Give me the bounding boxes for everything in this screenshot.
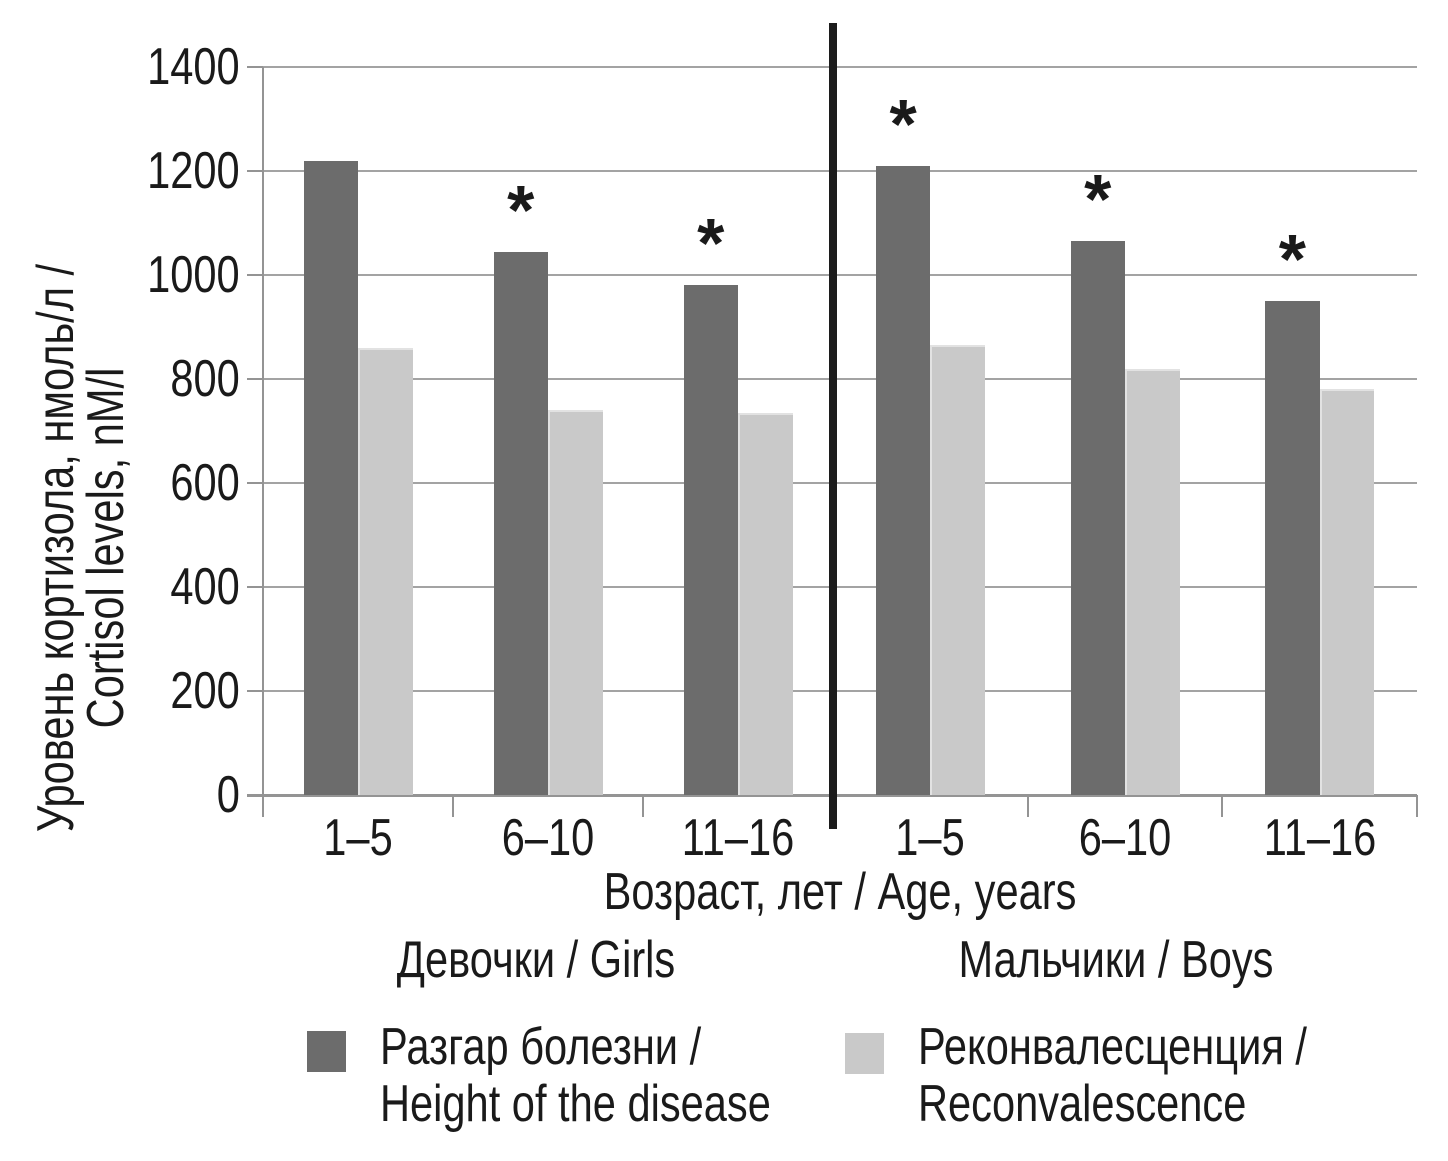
bar-boys-6-10-reconvalescence bbox=[1125, 368, 1180, 795]
significance-asterisk-boys-6-10: * bbox=[1084, 160, 1112, 239]
y-tick-label-1400-text: 1400 bbox=[147, 38, 240, 96]
significance-asterisk-boys-11-16: * bbox=[1278, 220, 1307, 298]
x-axis-tick-5 bbox=[1221, 795, 1224, 817]
y-axis-tick-1000 bbox=[247, 274, 263, 276]
x-axis-title-text: Возраст, лет / Age, years bbox=[603, 863, 1077, 921]
y-tick-label-800-text: 800 bbox=[170, 350, 240, 408]
y-tick-label-600-text: 600 bbox=[170, 454, 240, 512]
x-axis-tick-4 bbox=[1026, 795, 1029, 817]
y-tick-label-1000: 1000 bbox=[124, 247, 240, 303]
group-label-girls-text: Девочки / Girls bbox=[396, 931, 676, 989]
x-tick-label-boys-3-text: 11–16 bbox=[1263, 809, 1376, 867]
x-axis-tick-1 bbox=[452, 795, 454, 817]
bar-girls-11-16-height-of-disease bbox=[683, 285, 738, 795]
group-label-boys: Мальчики / Boys bbox=[919, 932, 1313, 988]
gridline-400 bbox=[263, 586, 1417, 588]
y-tick-label-1200: 1200 bbox=[124, 143, 240, 199]
y-tick-label-0: 0 bbox=[211, 767, 240, 823]
gridline-1000 bbox=[263, 274, 1417, 276]
y-tick-label-400: 400 bbox=[153, 559, 240, 615]
gridline-1200 bbox=[263, 170, 1417, 172]
x-tick-label-boys-1-text: 1–5 bbox=[895, 809, 966, 867]
x-axis-tick-6 bbox=[1416, 795, 1418, 817]
bar-boys-1-5-height-of-disease bbox=[875, 165, 931, 795]
x-tick-label-girls-3-text: 11–16 bbox=[681, 809, 795, 867]
significance-asterisk-girls-11-16: * bbox=[697, 204, 725, 283]
y-tick-label-600: 600 bbox=[153, 455, 240, 511]
legend-swatch-reconvalescence bbox=[845, 1033, 884, 1074]
y-tick-label-1400: 1400 bbox=[124, 39, 240, 95]
bar-boys-6-10-height-of-disease bbox=[1070, 241, 1125, 795]
legend-label-reconv-line1: Реконвалесценция / bbox=[918, 1018, 1307, 1076]
y-axis-tick-600 bbox=[247, 482, 263, 484]
bar-boys-11-16-reconvalescence bbox=[1319, 389, 1375, 795]
y-tick-label-400-text: 400 bbox=[170, 558, 240, 616]
x-axis-tick-2 bbox=[642, 795, 644, 817]
legend-label-reconvalescence: Реконвалесценция / Reconvalescence bbox=[918, 1019, 1404, 1133]
legend-label-reconv-line2: Reconvalescence bbox=[918, 1075, 1247, 1133]
gridline-200 bbox=[263, 690, 1417, 692]
x-axis-title: Возраст, лет / Age, years bbox=[545, 864, 1136, 920]
bar-girls-1-5-reconvalescence bbox=[358, 347, 413, 795]
legend-label-height-of-disease: Разгар болезни / Height of the disease bbox=[380, 1019, 869, 1133]
y-axis-tick-800 bbox=[247, 378, 263, 380]
bar-girls-6-10-height-of-disease bbox=[493, 251, 548, 795]
y-tick-label-200: 200 bbox=[153, 663, 240, 719]
y-axis-tick-400 bbox=[247, 586, 263, 588]
y-axis-line bbox=[262, 67, 264, 801]
panel-divider-line bbox=[829, 23, 837, 829]
bar-girls-6-10-reconvalescence bbox=[548, 410, 603, 795]
x-tick-label-girls-1-text: 1–5 bbox=[323, 809, 393, 867]
bar-girls-11-16-reconvalescence bbox=[738, 412, 793, 795]
x-tick-label-boys-3: 11–16 bbox=[1249, 810, 1390, 866]
x-tick-label-girls-2-text: 6–10 bbox=[501, 809, 595, 867]
x-tick-label-boys-2-text: 6–10 bbox=[1078, 809, 1172, 867]
y-tick-label-200-text: 200 bbox=[170, 662, 240, 720]
y-tick-label-1000-text: 1000 bbox=[147, 246, 240, 304]
significance-asterisk-boys-1-5: * bbox=[889, 84, 917, 163]
bar-boys-11-16-height-of-disease bbox=[1265, 301, 1320, 795]
y-tick-label-1200-text: 1200 bbox=[147, 142, 240, 200]
group-label-girls: Девочки / Girls bbox=[362, 932, 710, 988]
x-axis-tick-0 bbox=[262, 795, 264, 817]
y-axis-tick-1200 bbox=[247, 170, 263, 172]
gridline-1400 bbox=[263, 66, 1417, 68]
bar-girls-1-5-height-of-disease bbox=[303, 160, 358, 795]
x-tick-label-girls-1: 1–5 bbox=[315, 810, 402, 866]
y-axis-tick-1400 bbox=[247, 66, 263, 68]
y-axis-tick-200 bbox=[247, 690, 263, 692]
group-label-boys-text: Мальчики / Boys bbox=[958, 931, 1274, 989]
bar-boys-1-5-reconvalescence bbox=[930, 345, 985, 795]
x-tick-label-boys-1: 1–5 bbox=[887, 810, 974, 866]
y-tick-label-800: 800 bbox=[153, 351, 240, 407]
legend-swatch-height-of-disease bbox=[307, 1031, 346, 1072]
gridline-800 bbox=[263, 378, 1417, 380]
x-tick-label-girls-3: 11–16 bbox=[668, 810, 809, 866]
x-tick-label-boys-2: 6–10 bbox=[1067, 810, 1183, 866]
y-tick-label-0-text: 0 bbox=[216, 766, 240, 824]
legend-label-height-line2: Height of the disease bbox=[380, 1075, 771, 1133]
x-tick-label-girls-2: 6–10 bbox=[490, 810, 606, 866]
significance-asterisk-girls-6-10: * bbox=[507, 170, 535, 249]
gridline-600 bbox=[263, 482, 1417, 484]
legend-label-height-line1: Разгар болезни / bbox=[380, 1018, 702, 1076]
